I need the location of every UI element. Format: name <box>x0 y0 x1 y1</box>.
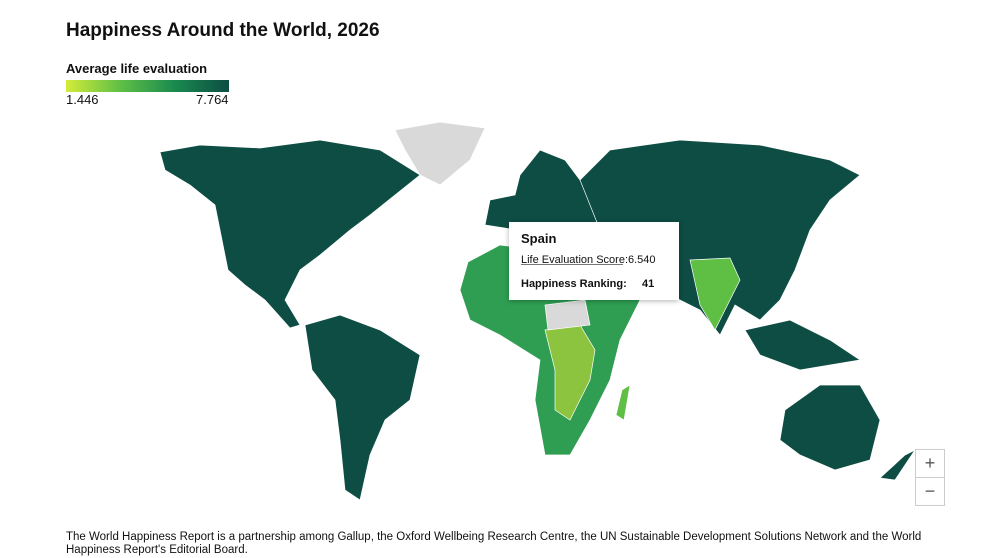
map-title: Happiness Around the World, 2026 <box>66 20 380 41</box>
ranking-value: 41 <box>642 278 655 290</box>
north-america <box>159 139 421 329</box>
legend-gradient <box>66 80 229 92</box>
divider <box>521 264 623 265</box>
zoom-in[interactable]: + <box>915 449 945 478</box>
greenland <box>394 121 486 186</box>
footer: The World Happiness Report is a partners… <box>66 531 922 556</box>
india <box>689 257 741 331</box>
tooltip-country: Spain <box>521 231 557 246</box>
southeast-asia <box>744 319 861 371</box>
score-value: 6.540 <box>628 254 656 266</box>
legend-min: 1.446 <box>66 92 99 107</box>
australia <box>779 384 881 471</box>
new-zealand <box>879 449 917 481</box>
madagascar <box>615 384 631 421</box>
africa-light <box>544 324 596 421</box>
score-label: Life Evaluation Score: <box>521 254 629 266</box>
africa-nodata <box>544 299 591 331</box>
legend-title: Average life evaluation <box>66 61 208 76</box>
ranking-label: Happiness Ranking: <box>521 278 627 290</box>
tooltip: Spain Life Evaluation Score: 6.540 Happi… <box>509 222 679 300</box>
south-america <box>304 314 421 501</box>
legend-max: 7.764 <box>196 92 229 107</box>
zoom-out[interactable]: − <box>915 477 945 506</box>
